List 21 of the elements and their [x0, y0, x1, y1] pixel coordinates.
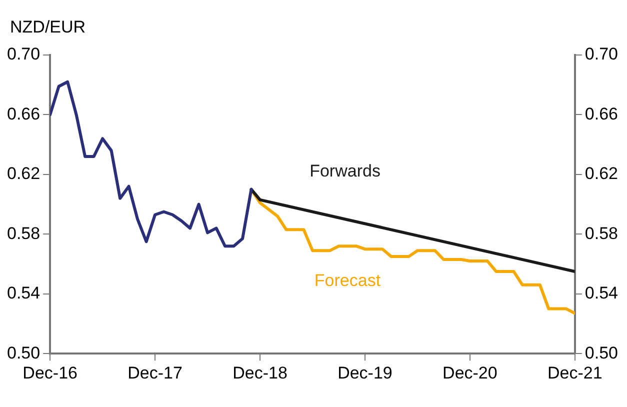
x-tick-label: Dec-16 — [22, 363, 78, 382]
y-tick-label: 0.50 — [6, 343, 40, 362]
series-label: Forwards — [310, 162, 380, 181]
y-axis-title: NZD/EUR — [10, 18, 86, 37]
y2-tick-label: 0.54 — [584, 284, 618, 303]
series-label: Forecast — [314, 270, 381, 290]
x-tick-label: Dec-18 — [232, 363, 288, 382]
y2-tick-label: 0.70 — [584, 44, 618, 64]
y-tick-label: 0.66 — [6, 104, 40, 124]
y2-tick-label: 0.66 — [584, 104, 618, 124]
y-tick-label: 0.54 — [6, 284, 40, 303]
x-tick-label: Dec-17 — [128, 363, 182, 382]
y2-tick-label: 0.50 — [584, 343, 618, 362]
y-tick-label: 0.70 — [6, 44, 40, 64]
x-tick-label: Dec-19 — [338, 363, 392, 382]
x-tick-label: Dec-21 — [548, 363, 602, 382]
y-tick-label: 0.62 — [6, 164, 40, 184]
y-tick-label: 0.58 — [6, 224, 40, 243]
x-tick-label: Dec-20 — [442, 363, 498, 382]
y2-tick-label: 0.58 — [584, 224, 618, 243]
y2-tick-label: 0.62 — [584, 164, 618, 184]
